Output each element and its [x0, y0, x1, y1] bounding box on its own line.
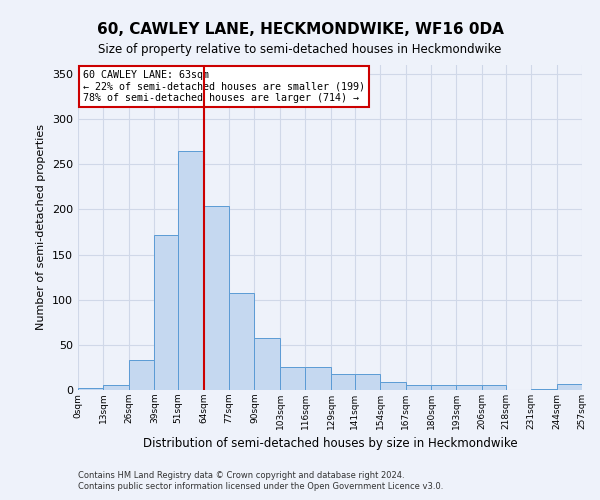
Bar: [203, 206, 229, 390]
Bar: [557, 384, 582, 390]
Bar: [482, 384, 506, 390]
X-axis label: Distribution of semi-detached houses by size in Heckmondwike: Distribution of semi-detached houses by …: [143, 438, 517, 450]
Text: Contains public sector information licensed under the Open Government Licence v3: Contains public sector information licen…: [78, 482, 443, 491]
Bar: [305, 368, 331, 390]
Bar: [406, 384, 431, 390]
Text: 60 CAWLEY LANE: 63sqm
← 22% of semi-detached houses are smaller (199)
78% of sem: 60 CAWLEY LANE: 63sqm ← 22% of semi-deta…: [83, 70, 365, 103]
Bar: [129, 360, 154, 390]
Bar: [78, 388, 103, 390]
Bar: [103, 386, 129, 390]
Bar: [254, 338, 280, 390]
Bar: [431, 386, 457, 390]
Text: Contains HM Land Registry data © Crown copyright and database right 2024.: Contains HM Land Registry data © Crown c…: [78, 470, 404, 480]
Bar: [178, 151, 203, 390]
Text: Size of property relative to semi-detached houses in Heckmondwike: Size of property relative to semi-detach…: [98, 42, 502, 56]
Bar: [280, 368, 305, 390]
Y-axis label: Number of semi-detached properties: Number of semi-detached properties: [37, 124, 46, 330]
Text: 60, CAWLEY LANE, HECKMONDWIKE, WF16 0DA: 60, CAWLEY LANE, HECKMONDWIKE, WF16 0DA: [97, 22, 503, 38]
Bar: [355, 374, 380, 390]
Bar: [531, 389, 557, 390]
Bar: [331, 374, 355, 390]
Bar: [380, 382, 406, 390]
Bar: [229, 292, 254, 390]
Bar: [457, 386, 482, 390]
Bar: [154, 234, 178, 390]
